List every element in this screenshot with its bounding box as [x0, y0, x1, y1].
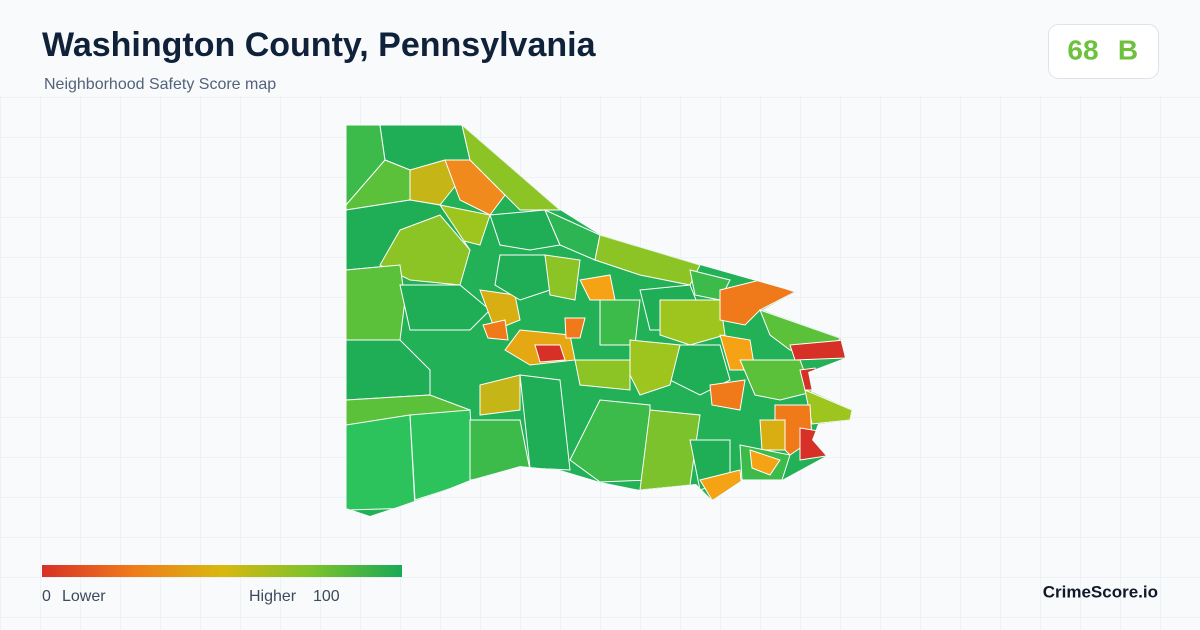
region [346, 264, 406, 341]
score-grade: B [1118, 34, 1138, 65]
region [534, 344, 566, 363]
score-badge [1048, 24, 1159, 79]
region [759, 419, 786, 451]
region [482, 319, 509, 341]
legend-min-label: Lower [62, 588, 106, 605]
region [739, 359, 813, 401]
region [409, 159, 461, 206]
legend-min: 0 [42, 588, 51, 605]
region [399, 284, 491, 331]
region [444, 159, 506, 216]
region [346, 339, 431, 401]
region [709, 379, 746, 411]
region [639, 409, 701, 491]
region [489, 209, 561, 251]
brand: CrimeScore.io [1043, 582, 1158, 601]
region [544, 254, 581, 301]
legend-max: 100 [313, 588, 340, 605]
region [594, 234, 701, 286]
region [599, 299, 641, 346]
region [569, 399, 651, 483]
page-subtitle: Neighborhood Safety Score map [44, 76, 276, 93]
region [346, 414, 416, 511]
region [479, 289, 521, 331]
legend-max-label: Higher [249, 588, 297, 605]
region [659, 299, 726, 346]
region [494, 254, 551, 301]
legend-ramp [42, 565, 402, 577]
region [749, 449, 781, 476]
region [519, 374, 571, 471]
page-title: Washington County, Pennsylvania [42, 26, 597, 64]
region [479, 374, 521, 416]
region [574, 359, 631, 391]
region [789, 339, 846, 361]
score-value: 68 [1067, 34, 1098, 65]
region [564, 317, 586, 339]
